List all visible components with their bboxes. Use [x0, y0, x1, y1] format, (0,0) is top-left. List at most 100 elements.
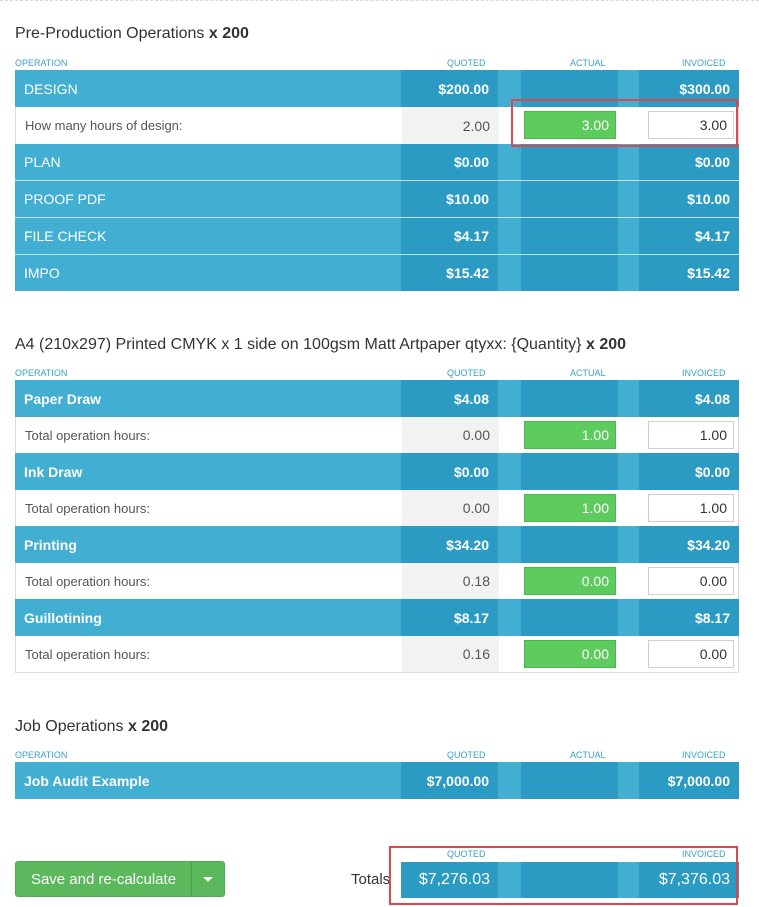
- col-header-quoted: QUOTED: [447, 750, 486, 760]
- invoiced-value: $0.00: [639, 144, 739, 180]
- invoiced-value: $8.17: [639, 599, 739, 636]
- button-divider: [191, 862, 192, 896]
- operation-label: Job Audit Example: [24, 772, 150, 789]
- actual-hours-input[interactable]: 1.00: [524, 421, 616, 449]
- col-header-operation: OPERATION: [15, 58, 68, 68]
- quoted-value: $10.00: [401, 181, 498, 217]
- actual-cell: 0.00: [522, 563, 619, 599]
- invoiced-value: $4.08: [639, 380, 739, 417]
- operation-label: PLAN: [24, 154, 61, 170]
- operation-label: IMPO: [24, 265, 60, 281]
- quoted-hours: 0.00: [402, 417, 499, 453]
- invoiced-hours-input[interactable]: 3.00: [648, 111, 734, 139]
- top-divider: [0, 0, 759, 1]
- operation-label: Guillotining: [24, 609, 102, 626]
- actual-cell: [521, 70, 618, 107]
- col-header-invoiced: INVOICED: [682, 368, 726, 378]
- quoted-value: $4.17: [401, 218, 498, 254]
- invoiced-hours-input[interactable]: 1.00: [648, 494, 734, 522]
- save-recalculate-button[interactable]: Save and re-calculate: [15, 861, 225, 897]
- actual-cell: [521, 181, 618, 217]
- invoiced-value: $300.00: [639, 70, 739, 107]
- actual-cell: 1.00: [522, 417, 619, 453]
- col-header-actual: ACTUAL: [570, 750, 606, 760]
- invoiced-value: $7,000.00: [639, 762, 739, 799]
- actual-cell: [521, 218, 618, 254]
- invoiced-value: $0.00: [639, 453, 739, 490]
- hours-label: Total operation hours:: [25, 427, 151, 443]
- operation-label: PROOF PDF: [24, 191, 106, 207]
- col-header-invoiced: INVOICED: [682, 750, 726, 760]
- col-header-operation: OPERATION: [15, 750, 68, 760]
- invoiced-hours-input[interactable]: 0.00: [648, 567, 734, 595]
- total-invoiced-value: $7,376.03: [658, 871, 730, 888]
- operation-label: FILE CHECK: [24, 228, 107, 244]
- actual-hours-input[interactable]: 0.00: [524, 640, 616, 668]
- actual-hours-input[interactable]: 1.00: [524, 494, 616, 522]
- hours-label: How many hours of design:: [25, 118, 183, 133]
- totals-quoted-header: QUOTED: [447, 849, 486, 859]
- actual-cell: [521, 144, 618, 180]
- actual-cell: 1.00: [522, 490, 619, 526]
- actual-cell: [521, 599, 618, 636]
- save-button-label: Save and re-calculate: [30, 870, 177, 888]
- totals-invoiced-header: INVOICED: [682, 849, 726, 859]
- hours-row-guillotining: Total operation hours: 0.16 0.00 0.00: [15, 636, 739, 673]
- col-header-quoted: QUOTED: [447, 58, 486, 68]
- operation-row-guillotining: Guillotining $8.17 $8.17: [15, 599, 739, 636]
- actual-cell: [521, 255, 618, 291]
- quoted-value: $0.00: [401, 453, 498, 490]
- invoiced-cell: 1.00: [640, 490, 740, 526]
- col-header-actual: ACTUAL: [570, 58, 606, 68]
- invoiced-hours-input[interactable]: 1.00: [648, 421, 734, 449]
- section-title-a4-printed: A4 (210x297) Printed CMYK x 1 side on 10…: [15, 336, 627, 353]
- totals-gap: [498, 862, 521, 898]
- operation-label: Ink Draw: [24, 463, 83, 480]
- actual-cell: 3.00: [522, 107, 619, 144]
- operation-row-paper-draw: Paper Draw $4.08 $4.08: [15, 380, 739, 417]
- operation-row-proof-pdf: PROOF PDF $10.00 $10.00: [15, 181, 739, 217]
- operation-row-plan: PLAN $0.00 $0.00: [15, 144, 739, 180]
- operation-label: Paper Draw: [24, 390, 102, 407]
- operation-row-file-check: FILE CHECK $4.17 $4.17: [15, 218, 739, 254]
- operation-row-ink-draw: Ink Draw $0.00 $0.00: [15, 453, 739, 490]
- row-divider: [15, 217, 739, 218]
- actual-cell: [521, 453, 618, 490]
- actual-hours-input[interactable]: 0.00: [524, 567, 616, 595]
- quoted-value: $15.42: [401, 255, 498, 291]
- quoted-value: $0.00: [401, 144, 498, 180]
- invoiced-cell: 3.00: [640, 107, 740, 144]
- invoiced-value: $10.00: [639, 181, 739, 217]
- actual-cell: [521, 380, 618, 417]
- hours-row-printing: Total operation hours: 0.18 0.00 0.00: [15, 563, 739, 599]
- actual-cell: [521, 526, 618, 563]
- operation-row-impo: IMPO $15.42 $15.42: [15, 255, 739, 291]
- hours-row-paper-draw: Total operation hours: 0.00 1.00 1.00: [15, 417, 739, 453]
- quoted-value: $8.17: [401, 599, 498, 636]
- row-divider: [15, 254, 739, 255]
- quoted-value: $34.20: [401, 526, 498, 563]
- section-title-job-operations: Job Operations x 200: [15, 718, 169, 735]
- quoted-hours: 0.00: [402, 490, 499, 526]
- col-header-operation: OPERATION: [15, 368, 68, 378]
- invoiced-cell: 0.00: [640, 636, 740, 672]
- save-options-dropdown[interactable]: [192, 876, 224, 882]
- invoiced-hours-input[interactable]: 0.00: [648, 640, 734, 668]
- hours-row-design: How many hours of design: 2.00 3.00 3.00: [15, 107, 739, 144]
- totals-label: Totals: [351, 871, 391, 888]
- total-quoted-value: $7,276.03: [418, 871, 490, 888]
- invoiced-value: $4.17: [639, 218, 739, 254]
- hours-label: Total operation hours:: [25, 646, 151, 662]
- quoted-hours: 0.16: [402, 636, 499, 672]
- quoted-value: $4.08: [401, 380, 498, 417]
- quoted-hours: 2.00: [402, 107, 499, 144]
- col-header-quoted: QUOTED: [447, 368, 486, 378]
- invoiced-value: $15.42: [639, 255, 739, 291]
- caret-down-icon: [203, 876, 213, 882]
- quoted-value: $200.00: [401, 70, 498, 107]
- quoted-value: $7,000.00: [401, 762, 498, 799]
- col-header-actual: ACTUAL: [570, 368, 606, 378]
- operation-row-job-audit: Job Audit Example $7,000.00 $7,000.00: [15, 762, 739, 799]
- col-header-invoiced: INVOICED: [682, 58, 726, 68]
- actual-hours-input[interactable]: 3.00: [524, 111, 616, 139]
